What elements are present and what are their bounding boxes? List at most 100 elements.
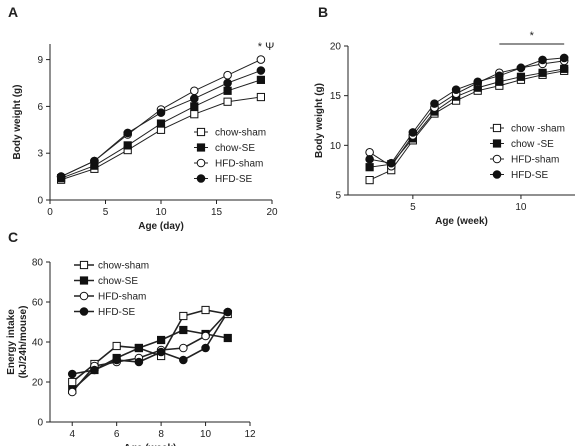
data-point	[67, 369, 77, 379]
legend-marker	[79, 307, 89, 316]
legend-label: chow-SE	[215, 143, 255, 154]
data-point	[112, 341, 121, 351]
data-point	[134, 343, 143, 353]
panel-b: B 5 10 15 20 5 10 Age (week) Body weight (g) chow…	[314, 4, 575, 227]
data-point	[179, 311, 188, 321]
data-point	[112, 355, 121, 365]
y-tick-label: 20	[330, 42, 342, 53]
series-line	[369, 57, 565, 164]
data-point	[56, 172, 66, 181]
y-tick-label: 20	[32, 378, 44, 389]
data-point	[134, 357, 144, 367]
legend-marker	[492, 123, 502, 133]
x-tick-label: 12	[244, 429, 256, 440]
data-point	[408, 128, 418, 137]
legend-marker	[492, 170, 502, 179]
x-tick-label: 10	[200, 429, 212, 440]
y-tick-label: 0	[37, 418, 43, 429]
y-tick-label: 10	[330, 141, 342, 152]
x-tick-label: 0	[47, 207, 53, 218]
legend-label: HFD-SE	[215, 174, 253, 185]
y-axis-label: Body weight (g)	[12, 85, 23, 160]
data-point	[560, 64, 569, 73]
series-line	[369, 60, 565, 167]
data-point	[223, 333, 232, 343]
x-axis-label: Age (week)	[124, 443, 177, 446]
y-tick-label: 3	[37, 149, 43, 160]
data-point	[559, 53, 569, 63]
y-axis-label: Energy intake(kJ/24h/mouse)	[6, 306, 29, 379]
data-point	[157, 335, 166, 345]
y-axis-label-line: Energy intake	[6, 309, 17, 375]
legend-marker	[196, 174, 206, 183]
legend-label: HFD-sham	[511, 155, 559, 166]
data-point	[190, 110, 199, 119]
significance-annotation: *	[530, 30, 535, 42]
legend-label: chow-SE	[98, 276, 138, 287]
legend-marker	[196, 158, 206, 168]
data-point	[223, 97, 232, 106]
legend-label: HFD-SE	[511, 170, 549, 181]
data-point	[67, 387, 77, 397]
x-tick-label: 6	[114, 429, 120, 440]
panel-letter: A	[8, 4, 18, 20]
panel-c: C 0 20 40 60 80 4 6 8 10 12 Age (week) Energy intake…	[6, 229, 256, 446]
data-point	[386, 158, 396, 168]
data-point	[90, 365, 99, 375]
data-point	[256, 55, 266, 64]
data-point	[516, 63, 526, 73]
legend-marker	[196, 127, 206, 137]
data-point	[538, 68, 547, 77]
data-point	[68, 377, 77, 387]
x-axis-label: Age (day)	[138, 221, 184, 232]
data-point	[473, 77, 483, 87]
legend-label: chow-sham	[98, 261, 149, 272]
data-point	[156, 119, 166, 128]
data-point	[201, 331, 210, 341]
data-point	[123, 141, 132, 150]
x-tick-label: 20	[266, 207, 278, 218]
data-point	[256, 66, 266, 75]
panel-a: A 0 3 6 9 0 5 10 15 20 Age (day) Body weight (g) cho…	[8, 4, 278, 232]
series-line	[369, 70, 565, 181]
y-tick-label: 60	[32, 298, 44, 309]
y-tick-label: 9	[37, 55, 43, 66]
x-tick-label: 15	[211, 207, 223, 218]
legend-marker	[492, 154, 502, 164]
y-tick-label: 15	[330, 91, 342, 102]
data-point	[179, 343, 188, 353]
legend-label: chow -sham	[511, 124, 565, 135]
x-tick-label: 8	[158, 429, 164, 440]
y-tick-label: 80	[32, 258, 44, 269]
x-tick-label: 5	[410, 202, 416, 213]
y-tick-label: 6	[37, 102, 43, 113]
legend-marker	[79, 276, 89, 285]
x-tick-label: 4	[69, 429, 75, 440]
y-axis-label: Body weight (g)	[314, 83, 325, 158]
data-point	[256, 75, 265, 84]
data-point	[156, 347, 166, 357]
data-point	[201, 343, 210, 353]
y-tick-label: 5	[335, 191, 341, 202]
x-tick-label: 5	[103, 207, 109, 218]
data-point	[223, 70, 232, 80]
legend-label: HFD-sham	[215, 159, 263, 170]
data-point	[495, 71, 504, 81]
data-point	[365, 163, 374, 172]
data-point	[190, 86, 199, 96]
data-point	[123, 128, 132, 138]
data-point	[179, 325, 188, 335]
legend-label: chow -SE	[511, 139, 554, 150]
data-point	[223, 86, 232, 95]
legend-marker	[79, 291, 89, 301]
legend-label: HFD-sham	[98, 292, 146, 303]
legend-label: HFD-SE	[98, 307, 136, 318]
data-point	[156, 108, 166, 117]
data-point	[201, 305, 210, 315]
data-point	[223, 78, 232, 88]
data-point	[190, 102, 199, 111]
data-point	[538, 55, 547, 65]
panel-letter: B	[318, 4, 328, 20]
y-tick-label: 0	[37, 196, 43, 207]
